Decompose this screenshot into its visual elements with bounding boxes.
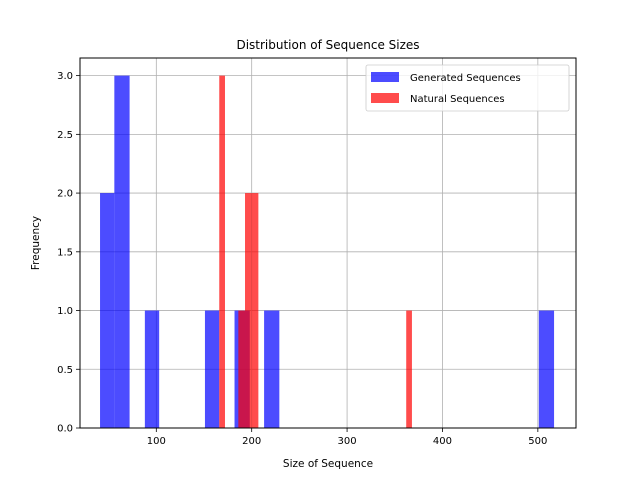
y-tick-label: 3.0 [57, 71, 73, 82]
y-tick-label: 0.5 [57, 365, 73, 376]
bar-series-1 [406, 310, 412, 428]
bar-series-0 [264, 310, 280, 428]
y-axis-label: Frequency [30, 216, 42, 270]
legend-swatch-0 [371, 72, 399, 82]
chart-title: Distribution of Sequence Sizes [236, 38, 419, 52]
bar-series-1 [245, 193, 252, 428]
y-tick-label: 1.0 [57, 306, 73, 317]
x-tick-label: 400 [433, 436, 452, 447]
bar-series-0 [100, 193, 115, 428]
x-axis-label: Size of Sequence [283, 458, 373, 470]
y-tick-label: 2.0 [57, 189, 73, 200]
x-tick-label: 200 [242, 436, 261, 447]
bar-series-1 [251, 193, 259, 428]
x-tick-label: 500 [528, 436, 547, 447]
bar-series-0 [204, 310, 220, 428]
axis-ticks: 100 200 300 400 500 0.0 0.5 1.0 1.5 2.0 2.5 3.0 [57, 71, 547, 447]
bar-series-0 [538, 310, 555, 428]
y-tick-label: 2.5 [57, 130, 73, 141]
y-tick-label: 0.0 [57, 424, 73, 435]
bar-series-1 [238, 310, 246, 428]
legend-label-0: Generated Sequences [410, 73, 521, 84]
x-tick-label: 300 [338, 436, 357, 447]
bar-series-0 [144, 310, 160, 428]
bar-series-1 [219, 75, 225, 428]
legend-swatch-1 [371, 93, 399, 103]
legend-label-1: Natural Sequences [410, 94, 505, 105]
legend-box [365, 64, 570, 112]
legend: Generated Sequences Natural Sequences [365, 64, 570, 112]
bar-series-0 [114, 75, 130, 428]
plot-frame [79, 57, 577, 429]
bars [100, 75, 555, 428]
x-tick-label: 100 [147, 436, 166, 447]
y-tick-label: 1.5 [57, 247, 73, 258]
